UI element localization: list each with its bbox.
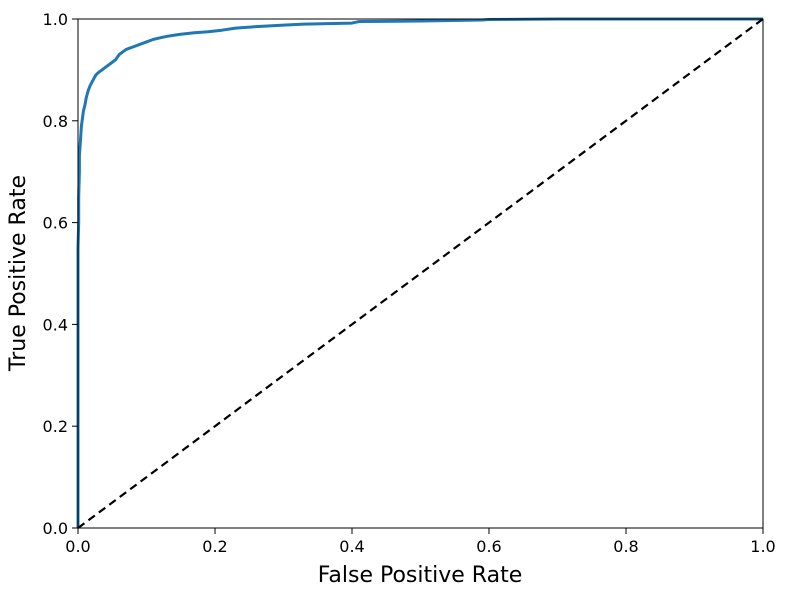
- y-tick-label: 0.0: [43, 519, 68, 538]
- y-tick-label: 0.4: [43, 315, 68, 334]
- x-tick-label: 0.4: [339, 537, 364, 556]
- x-axis-label: False Positive Rate: [318, 563, 522, 588]
- x-tick-label: 0.8: [613, 537, 638, 556]
- x-tick-label: 0.6: [476, 537, 501, 556]
- y-tick-label: 0.2: [43, 417, 68, 436]
- y-tick-label: 1.0: [43, 10, 68, 29]
- y-axis-label: True Positive Rate: [6, 175, 31, 372]
- x-tick-label: 0.0: [65, 537, 90, 556]
- y-tick-label: 0.6: [43, 214, 68, 233]
- diagonal-reference-line: [77, 18, 764, 529]
- plot-frame: [77, 18, 764, 529]
- y-tick-label: 0.8: [43, 112, 68, 131]
- x-tick-label: 1.0: [750, 537, 775, 556]
- roc-curve-line: [76, 17, 763, 528]
- x-tick-label: 0.2: [202, 537, 227, 556]
- plot-area: [76, 17, 764, 529]
- axes: 0.0 0.2 0.4 0.6 0.8 1.0 0.0 0.2 0.4 0.6 0.8 1.0: [43, 10, 776, 556]
